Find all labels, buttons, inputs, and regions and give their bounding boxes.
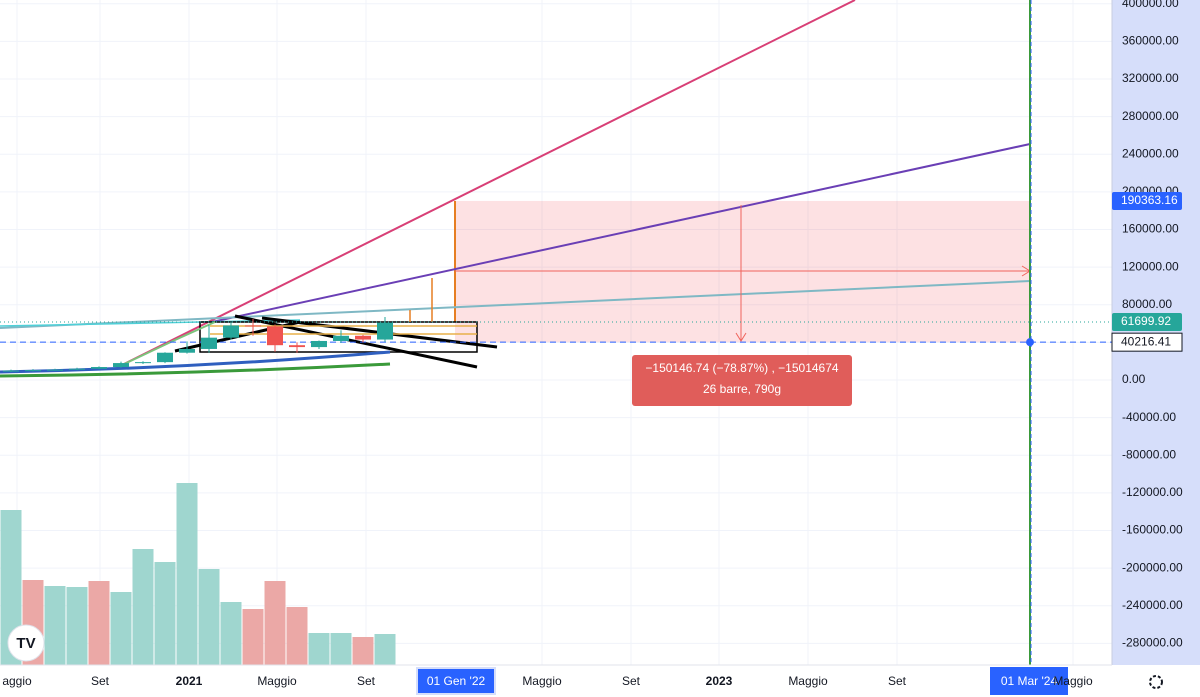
y-tick-label: -80000.00 (1122, 447, 1176, 461)
y-tick-label: 280000.00 (1122, 109, 1179, 123)
candle-body (157, 352, 173, 363)
candle-body (25, 370, 41, 372)
volume-bar (264, 581, 286, 665)
candle-body (179, 348, 195, 353)
volume-bar (308, 633, 330, 665)
y-tick-label: 160000.00 (1122, 222, 1179, 236)
volume-bar (374, 634, 396, 665)
x-tick-label: 01 Mar '24 (1001, 674, 1058, 688)
y-tick-label: 120000.00 (1122, 259, 1179, 273)
x-tick-label: Maggio (257, 674, 297, 688)
volume-bar (66, 587, 88, 665)
candle-body (377, 322, 393, 340)
x-tick-label: Set (622, 674, 641, 688)
volume-bar (220, 602, 242, 665)
measure-tooltip: −150146.74 (−78.87%) , −15014674 26 barr… (632, 355, 852, 406)
x-tick-label: Maggio (522, 674, 562, 688)
trend-line (0, 319, 301, 327)
cursor-point (1026, 338, 1034, 347)
candle-body (223, 325, 239, 338)
y-tick-label: -120000.00 (1122, 485, 1183, 499)
candle-body (201, 337, 217, 349)
measure-range (455, 200, 1030, 343)
price-tag-label: 61699.92 (1121, 314, 1171, 328)
x-tick-label: Set (91, 674, 110, 688)
x-tick-label: Maggio (1053, 674, 1093, 688)
volume-bar (330, 633, 352, 665)
y-tick-label: 320000.00 (1122, 71, 1179, 85)
curve (0, 350, 391, 374)
tooltip-line: 26 barre, 790g (703, 382, 781, 396)
candle-body (245, 325, 261, 327)
box (199, 321, 478, 353)
volume-bar (110, 592, 132, 665)
x-tick-label: 01 Gen '22 (427, 674, 486, 688)
y-tick-label: -160000.00 (1122, 523, 1183, 537)
x-tick-label: Set (888, 674, 907, 688)
candle-body (355, 335, 371, 340)
x-tick-label: aggio (2, 674, 32, 688)
price-axis[interactable] (1112, 0, 1200, 665)
candle-body (3, 370, 19, 372)
volume-bar (44, 586, 66, 665)
volume-bar (352, 637, 374, 665)
settings-icon[interactable] (1149, 675, 1163, 689)
volume-bar (242, 609, 264, 665)
price-tag (1112, 312, 1182, 331)
candle-body (69, 368, 85, 370)
candle-body (91, 367, 107, 369)
volume-bar (132, 549, 154, 665)
x-tick-label: 2023 (706, 674, 733, 688)
volume-bar (176, 483, 198, 665)
y-tick-label: 360000.00 (1122, 34, 1179, 48)
y-tick-label: 0.00 (1122, 372, 1146, 386)
volume-bar (154, 562, 176, 665)
volume-bar (286, 607, 308, 665)
candle-body (311, 340, 327, 348)
price-tag-label: 190363.16 (1121, 193, 1178, 207)
price-tag-label: 40216.41 (1121, 334, 1171, 348)
candle-body (289, 345, 305, 348)
x-tick-label: Maggio (788, 674, 828, 688)
arrow-head (735, 332, 747, 342)
price-tag (1111, 332, 1183, 352)
measure-area (454, 200, 1030, 343)
candle-body (113, 363, 129, 368)
tooltip-box (632, 355, 852, 406)
y-tick-label: 240000.00 (1122, 146, 1179, 160)
candle-body (333, 335, 349, 341)
trend-line (121, 0, 856, 366)
trend-line (211, 143, 1031, 323)
y-tick-label: 400000.00 (1122, 0, 1179, 10)
price-tag (1112, 191, 1182, 210)
y-tick-label: -280000.00 (1122, 636, 1183, 650)
curve (0, 362, 391, 378)
volume-bar (0, 510, 22, 665)
y-tick-label: -240000.00 (1122, 598, 1183, 612)
x-tick-label: Set (357, 674, 376, 688)
y-tick-label: -40000.00 (1122, 410, 1176, 424)
trend-line (0, 280, 1031, 329)
candle-body (267, 326, 283, 346)
candle-body (47, 369, 63, 371)
time-highlight (990, 667, 1068, 695)
volume-bar (88, 581, 110, 665)
y-tick-label: -200000.00 (1122, 560, 1183, 574)
volume-bar (198, 569, 220, 665)
x-tick-label: 2021 (176, 674, 203, 688)
drawings (0, 0, 1031, 378)
tooltip-line: −150146.74 (−78.87%) , −15014674 (645, 361, 838, 375)
candle-body (135, 362, 151, 364)
logo[interactable] (7, 624, 45, 662)
trend-line (234, 314, 478, 369)
curve (119, 321, 216, 367)
logo-mark: TV (16, 635, 35, 652)
y-tick-label: 80000.00 (1122, 297, 1172, 311)
time-highlight (418, 669, 494, 693)
